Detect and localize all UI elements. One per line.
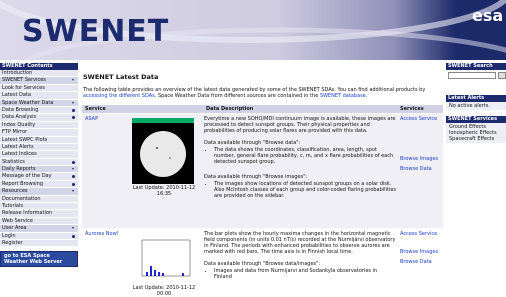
desc-text: Data available through "Browse images": <box>204 174 396 180</box>
esa-logo[interactable]: esa <box>472 6 503 25</box>
search-button[interactable] <box>498 72 506 79</box>
aurora-plot <box>132 232 196 284</box>
nav-item[interactable]: Statistics <box>0 159 78 166</box>
nav-item[interactable]: Latest Alerts <box>0 144 78 151</box>
nav-title: SWENET Contents <box>0 63 78 70</box>
right-sidebar: SWENET Search Latest Alerts No active al… <box>446 63 506 143</box>
nav-item[interactable]: Index Quality <box>0 122 78 129</box>
nav-item[interactable]: Data Analysis <box>0 114 78 121</box>
bullets: The data shows the coordinates, classifi… <box>204 147 396 165</box>
link[interactable]: Browse Images <box>400 249 440 255</box>
intro: The following table provides an overview… <box>83 87 443 99</box>
sunspot-image <box>132 118 194 184</box>
nav-item[interactable]: Documentation <box>0 196 78 203</box>
left-nav: SWENET Contents Introduction SWENET Serv… <box>0 63 78 267</box>
search-box <box>446 70 506 81</box>
bullet: Images and data from Nurmijarvi and Soda… <box>214 268 396 280</box>
nav-item[interactable]: Latest Indices <box>0 151 78 158</box>
column-header: Data Description <box>206 105 253 113</box>
description: Everytime a new SOHO/MDI continuum image… <box>204 116 396 202</box>
last-update: Last Update: 2010-11-12 16:35 <box>132 185 196 197</box>
service-links: Access Service Browse Images Browse Data <box>400 116 440 172</box>
description: The bar plots show the hourly maxima cha… <box>204 231 396 283</box>
nav-item[interactable]: Latest Data <box>0 92 78 99</box>
nav-item[interactable]: Look for Services <box>0 85 78 92</box>
service-link[interactable]: Aurores Now! <box>85 231 119 237</box>
nav-section[interactable]: SWENET Services <box>0 77 78 84</box>
link[interactable]: SWENET database <box>320 93 366 99</box>
nav-item[interactable]: Latest SWPC Plots <box>0 137 78 144</box>
nav-item[interactable]: Introduction <box>0 70 78 77</box>
table-row: Aurores Now! Last Update: 2010-11-12 00:… <box>82 229 443 295</box>
nav-list: Introduction SWENET Services Look for Se… <box>0 70 78 247</box>
link[interactable]: Browse Images <box>400 156 440 162</box>
nav-item[interactable]: Data Browsing <box>0 107 78 114</box>
alerts-text: No active alerts. <box>446 102 506 110</box>
nav-item[interactable]: Release Information <box>0 210 78 217</box>
last-update: Last Update: 2010-11-12 00:00 <box>132 285 196 297</box>
link[interactable]: Access Service <box>400 116 440 122</box>
data-table: Service Data Description Services ASAP L… <box>82 105 443 295</box>
nav-item[interactable]: Login <box>0 233 78 240</box>
bullets: Images and data from Nurmijarvi and Soda… <box>204 268 396 280</box>
sidebar-title: SWENET Search <box>446 63 506 70</box>
service-link[interactable]: ASAP <box>85 116 98 122</box>
nav-item[interactable]: Register <box>0 240 78 247</box>
bullet: The images show locations of detected su… <box>214 181 396 199</box>
nav-section[interactable]: Daily Reports <box>0 166 78 173</box>
page: SWENET esa SWENET Contents Introduction … <box>0 0 506 295</box>
sidebar-title: Latest Alerts <box>446 95 506 102</box>
nav-item[interactable]: Tutorials <box>0 203 78 210</box>
table-header: Service Data Description Services <box>82 105 443 113</box>
desc-text: Data available through "Browse data/imag… <box>204 261 396 267</box>
link[interactable]: Access Service <box>400 231 440 237</box>
sidebar-title: SWENET Services <box>446 116 506 123</box>
table-row: ASAP Last Update: 2010-11-12 16:35 Every… <box>82 114 443 228</box>
search-input[interactable] <box>448 72 496 79</box>
nav-item[interactable]: Report Browsing <box>0 181 78 188</box>
bullet: The data shows the coordinates, classifi… <box>214 147 396 165</box>
nav-item[interactable]: Web Service <box>0 218 78 225</box>
header: SWENET esa <box>0 0 506 60</box>
link[interactable]: accessing the different SDAs <box>83 93 155 99</box>
nav-section[interactable]: Resources <box>0 188 78 195</box>
nav-section[interactable]: Space Weather Data <box>0 100 78 107</box>
desc-text: The bar plots show the hourly maxima cha… <box>204 231 396 255</box>
bullets: The images show locations of detected su… <box>204 181 396 199</box>
intro-text: . Space Weather Data from different sour… <box>155 93 320 99</box>
column-header: Service <box>85 105 106 113</box>
desc-text: Data available through "Browse data": <box>204 140 396 146</box>
service-item[interactable]: Spacecraft Effects <box>449 136 503 142</box>
link[interactable]: Browse Data <box>400 166 440 172</box>
esa-link[interactable]: go to ESA Space Weather Web Server <box>0 251 78 267</box>
nav-section[interactable]: User Area <box>0 225 78 232</box>
logo[interactable]: SWENET <box>22 14 169 49</box>
desc-text: Everytime a new SOHO/MDI continuum image… <box>204 116 396 134</box>
link[interactable]: Browse Data <box>400 259 440 265</box>
service-links: Access Service Browse Images Browse Data <box>400 231 440 265</box>
column-header: Services <box>400 105 424 113</box>
intro-text: . <box>366 93 368 99</box>
page-title: SWENET Latest Data <box>83 73 158 81</box>
services-list: Ground Effects Ionospheric Effects Space… <box>446 123 506 143</box>
nav-item[interactable]: FTP Mirror <box>0 129 78 136</box>
nav-item[interactable]: Message of the Day <box>0 173 78 180</box>
